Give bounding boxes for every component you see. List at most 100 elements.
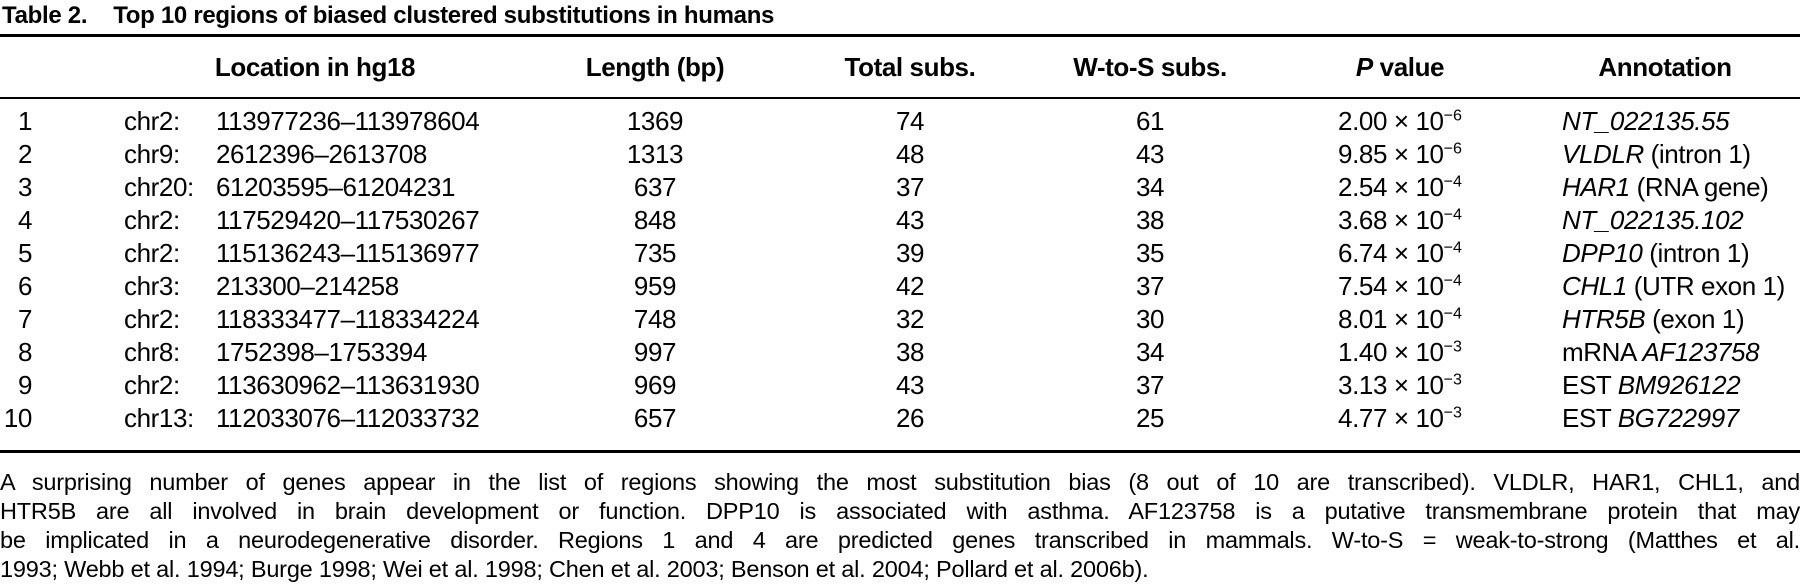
p-value-exponent: −3 [1443, 337, 1462, 356]
annotation-suffix: (UTR exon 1) [1626, 271, 1786, 301]
position-range: 117529420–117530267 [216, 205, 480, 235]
wts-subs-cell: 37 [1135, 370, 1165, 400]
location-cell: chr2: 117529420–117530267 [50, 204, 520, 237]
annotation-gene-name: BM926122 [1617, 370, 1741, 400]
length-cell: 657 [633, 403, 677, 433]
length-cell: 735 [633, 238, 677, 268]
data-table: Location in hg18 Length (bp) Total subs.… [0, 37, 1800, 453]
chromosome-label: chr8: [124, 337, 180, 367]
total-subs-cell: 37 [895, 172, 925, 202]
annotation-gene-name: HAR1 [1562, 172, 1630, 202]
p-value-exponent: −4 [1443, 238, 1462, 257]
annotation-prefix: EST [1562, 370, 1618, 400]
table-row: 2 chr9: 2612396–2613708 1313 48 43 9.85 ×… [0, 138, 1800, 171]
position-range: 113977236–113978604 [216, 106, 480, 136]
table-number-label: Table 2. [2, 2, 88, 29]
table-title: Table 2. Top 10 regions of biased cluster… [0, 0, 1800, 37]
table-row: 9 chr2: 113630962–113631930 969 43 37 3.1… [0, 369, 1800, 402]
annotation-cell: mRNA AF123758 [1530, 336, 1800, 369]
p-value-cell: 1.40 × 10−3 [1270, 336, 1530, 369]
length-cell: 997 [633, 337, 677, 367]
rank-cell: 2 [17, 139, 32, 169]
col-header-total-subs: Total subs. [790, 37, 1030, 99]
location-cell: chr9: 2612396–2613708 [50, 138, 520, 171]
table-row: 6 chr3: 213300–214258 959 42 37 7.54 × 10… [0, 270, 1800, 303]
total-subs-cell: 43 [895, 205, 925, 235]
chromosome-label: chr2: [124, 238, 180, 268]
position-range: 118333477–118334224 [216, 304, 480, 334]
p-value-mantissa: 1.40 × 10 [1338, 337, 1444, 367]
position-range: 213300–214258 [216, 271, 399, 301]
annotation-gene-name: NT_022135.102 [1562, 205, 1744, 235]
location-cell: chr2: 115136243–115136977 [50, 237, 520, 270]
total-subs-cell: 39 [895, 238, 925, 268]
p-value-cell: 2.54 × 10−4 [1270, 171, 1530, 204]
rank-cell: 6 [17, 271, 32, 301]
table-header-row: Location in hg18 Length (bp) Total subs.… [0, 37, 1800, 99]
wts-subs-cell: 43 [1135, 139, 1165, 169]
p-value-cell: 4.77 × 10−3 [1270, 402, 1530, 452]
rank-cell: 5 [17, 238, 32, 268]
annotation-gene-name: AF123758 [1642, 337, 1760, 367]
table-body: 1 chr2: 113977236–113978604 1369 74 61 2.… [0, 98, 1800, 452]
caption-line: HTR5B are all involved in brain developm… [0, 498, 1800, 524]
rank-cell: 4 [17, 205, 32, 235]
p-value-mantissa: 3.13 × 10 [1338, 370, 1444, 400]
chromosome-label: chr20: [124, 172, 194, 202]
chromosome-label: chr9: [124, 139, 180, 169]
annotation-gene-name: VLDLR [1562, 139, 1644, 169]
caption-line: be implicated in a neurodegenerative dis… [0, 527, 1800, 553]
p-value-header-italic: P [1355, 51, 1373, 82]
annotation-suffix: (RNA gene) [1629, 172, 1769, 202]
location-cell: chr8: 1752398–1753394 [50, 336, 520, 369]
p-value-cell: 6.74 × 10−4 [1270, 237, 1530, 270]
table-caption: A surprising number of genes appear in t… [0, 468, 1800, 584]
location-cell: chr2: 113977236–113978604 [50, 98, 520, 138]
p-value-mantissa: 4.77 × 10 [1338, 403, 1444, 433]
chromosome-label: chr3: [124, 271, 180, 301]
annotation-cell: VLDLR (intron 1) [1530, 138, 1800, 171]
position-range: 2612396–2613708 [216, 139, 427, 169]
location-cell: chr20: 61203595–61204231 [50, 171, 520, 204]
total-subs-cell: 42 [895, 271, 925, 301]
wts-subs-cell: 25 [1135, 403, 1165, 433]
length-cell: 748 [633, 304, 677, 334]
annotation-gene-name: DPP10 [1562, 238, 1643, 268]
annotation-gene-name: CHL1 [1562, 271, 1627, 301]
position-range: 61203595–61204231 [216, 172, 456, 202]
caption-line: A surprising number of genes appear in t… [0, 469, 1800, 495]
p-value-exponent: −6 [1443, 139, 1462, 158]
p-value-cell: 3.13 × 10−3 [1270, 369, 1530, 402]
wts-subs-cell: 34 [1135, 172, 1165, 202]
p-value-exponent: −6 [1443, 106, 1462, 125]
p-value-mantissa: 2.00 × 10 [1338, 106, 1444, 136]
total-subs-cell: 48 [895, 139, 925, 169]
wts-subs-cell: 38 [1135, 205, 1165, 235]
p-value-exponent: −4 [1443, 271, 1462, 290]
annotation-prefix: mRNA [1562, 337, 1643, 367]
length-cell: 959 [633, 271, 677, 301]
rank-cell: 1 [17, 106, 32, 136]
p-value-mantissa: 3.68 × 10 [1338, 205, 1444, 235]
position-range: 112033076–112033732 [216, 403, 480, 433]
total-subs-cell: 74 [895, 106, 925, 136]
position-range: 1752398–1753394 [216, 337, 427, 367]
location-cell: chr2: 113630962–113631930 [50, 369, 520, 402]
location-cell: chr3: 213300–214258 [50, 270, 520, 303]
p-value-exponent: −3 [1443, 403, 1462, 422]
annotation-prefix: EST [1562, 403, 1618, 433]
length-cell: 1369 [626, 106, 684, 136]
annotation-gene-name: NT_022135.55 [1562, 106, 1730, 136]
wts-subs-cell: 61 [1135, 106, 1165, 136]
p-value-cell: 9.85 × 10−6 [1270, 138, 1530, 171]
total-subs-cell: 43 [895, 370, 925, 400]
col-header-p-value: P value [1270, 37, 1530, 99]
wts-subs-cell: 30 [1135, 304, 1165, 334]
annotation-cell: DPP10 (intron 1) [1530, 237, 1800, 270]
location-cell: chr13: 112033076–112033732 [50, 402, 520, 452]
annotation-cell: HTR5B (exon 1) [1530, 303, 1800, 336]
chromosome-label: chr2: [124, 205, 180, 235]
annotation-suffix: (intron 1) [1643, 139, 1751, 169]
table-row: 4 chr2: 117529420–117530267 848 43 38 3.6… [0, 204, 1800, 237]
wts-subs-cell: 37 [1135, 271, 1165, 301]
